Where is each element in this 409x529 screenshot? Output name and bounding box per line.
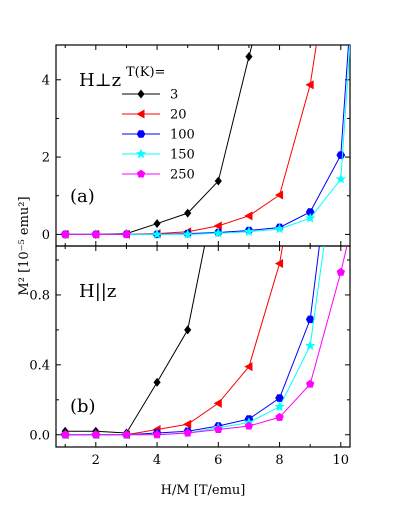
data-point-100: [275, 394, 284, 402]
field-label: H⊥z: [79, 70, 121, 91]
data-point-20: [244, 362, 253, 372]
data-point-20: [213, 221, 222, 231]
data-point-100: [305, 315, 315, 324]
legend-marker-20: [136, 109, 145, 119]
legend-label-3: 3: [170, 88, 178, 103]
legend-label-20: 20: [170, 108, 187, 123]
data-point-100: [336, 151, 346, 159]
data-point-150: [243, 226, 254, 236]
legend-label-250: 250: [170, 168, 195, 183]
data-point-3: [245, 52, 253, 62]
y-tick-label: 0: [42, 228, 50, 243]
series-line-150: [65, 246, 325, 436]
x-tick-label: 6: [214, 453, 222, 468]
data-point-20: [274, 190, 284, 200]
legend-label-100: 100: [170, 128, 195, 143]
y-axis-title: M² [10⁻⁵ emu²]: [17, 196, 32, 295]
data-point-20: [305, 80, 314, 90]
x-tick-label: 2: [92, 453, 100, 468]
data-point-3: [153, 219, 161, 229]
legend-marker-250: [136, 169, 146, 178]
legend-marker-3: [137, 89, 145, 99]
data-point-250: [122, 430, 131, 439]
data-point-250: [61, 230, 70, 238]
y-tick-label: 0.4: [29, 358, 50, 373]
y-tick-label: 0.0: [29, 428, 50, 443]
data-point-150: [213, 227, 224, 238]
data-point-150: [305, 340, 316, 350]
data-point-150: [274, 223, 285, 234]
data-point-250: [61, 430, 70, 439]
data-point-250: [91, 230, 100, 238]
panel-b: 2 4 6 8 10 0.0 0.4 0.8 (b) H||z: [29, 245, 351, 468]
data-point-250: [152, 430, 162, 439]
plot-frame: [55, 245, 351, 448]
data-point-150: [335, 173, 346, 184]
y-tick-label: 0.8: [29, 288, 50, 303]
legend: T(K)= 3 20 100 150 250: [122, 65, 195, 183]
legend-title: T(K)=: [126, 65, 165, 80]
data-point-3: [153, 377, 161, 387]
series-group: [60, 246, 348, 440]
data-point-250: [336, 267, 345, 276]
data-point-20: [244, 211, 253, 221]
data-point-150: [274, 401, 285, 412]
data-point-150: [152, 229, 163, 239]
panel-label: (b): [70, 396, 96, 417]
data-point-20: [274, 258, 284, 268]
data-point-250: [122, 230, 131, 238]
data-point-20: [213, 398, 222, 408]
legend-label-150: 150: [170, 148, 195, 163]
x-tick-label: 4: [153, 453, 161, 468]
legend-marker-150: [135, 148, 147, 159]
data-point-150: [182, 229, 193, 239]
data-point-250: [91, 430, 100, 439]
data-point-250: [214, 425, 223, 434]
data-point-3: [184, 208, 192, 218]
series-line-3: [65, 246, 206, 434]
data-point-250: [275, 412, 284, 421]
data-point-3: [184, 325, 192, 335]
data-point-250: [183, 428, 192, 437]
data-point-20: [183, 419, 192, 429]
y-tick-label: 4: [42, 73, 50, 88]
series-group: [60, 45, 350, 239]
series-line-20: [65, 246, 284, 436]
data-point-250: [306, 379, 315, 388]
data-point-150: [305, 212, 316, 223]
legend-marker-100: [136, 130, 146, 138]
data-point-250: [244, 421, 254, 430]
field-label: H||z: [79, 281, 116, 302]
y-tick-label: 2: [42, 151, 50, 166]
series-line-250: [65, 246, 348, 436]
panel-label: (a): [70, 186, 95, 207]
x-tick-label: 8: [275, 453, 283, 468]
x-axis-title: H/M [T/emu]: [161, 483, 246, 498]
data-point-3: [214, 176, 222, 186]
panel-a: 0 2 4 (a) H⊥z: [42, 44, 351, 247]
x-tick-label: 10: [333, 453, 350, 468]
